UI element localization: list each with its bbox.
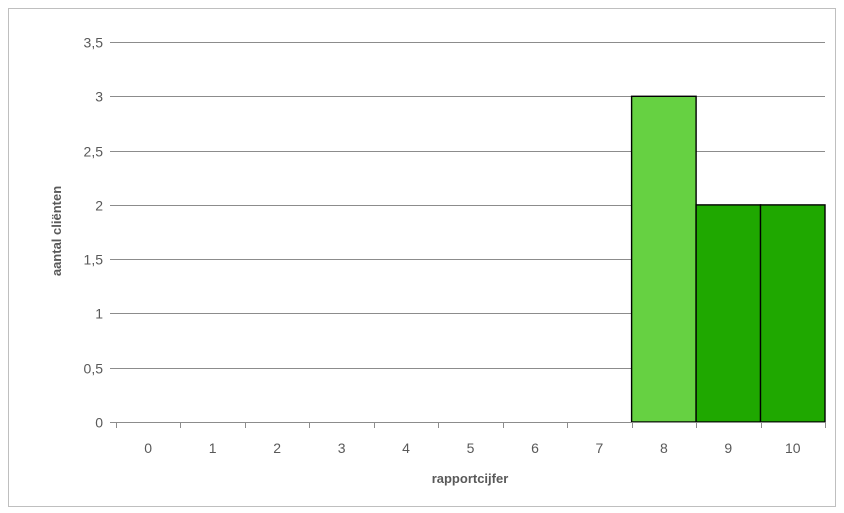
y-tick-label: 2,5 [84,144,104,160]
tick-labels: 0 0,5 1 1,5 2 2,5 3 3,5 0 1 2 3 4 5 6 7 8 9 10 [84,35,801,457]
y-tick-label: 2 [95,198,103,214]
x-tick-label: 5 [467,440,475,456]
bar-10 [759,204,826,423]
x-tick-label: 7 [596,440,604,456]
y-tick-label: 1 [95,306,103,322]
x-tick-label: 2 [273,440,281,456]
y-tick-label: 3 [95,89,103,105]
x-tick-label: 6 [531,440,539,456]
y-tick-label: 1,5 [84,252,104,268]
x-tick-label: 10 [785,440,801,456]
x-tick-label: 0 [144,440,152,456]
x-tick-label: 9 [724,440,732,456]
y-tick-label: 3,5 [84,35,104,51]
x-axis-title: rapportcijfer [432,471,509,486]
axes [110,422,826,428]
y-tick-label: 0,5 [84,361,104,377]
x-tick-label: 1 [209,440,217,456]
bar-8 [630,95,697,423]
bars [630,95,826,423]
x-tick-label: 8 [660,440,668,456]
y-tick-label: 0 [95,415,103,431]
x-tick-label: 4 [402,440,410,456]
bar-9 [695,204,762,423]
x-tick-label: 3 [338,440,346,456]
y-axis-title: aantal cliënten [49,186,64,276]
